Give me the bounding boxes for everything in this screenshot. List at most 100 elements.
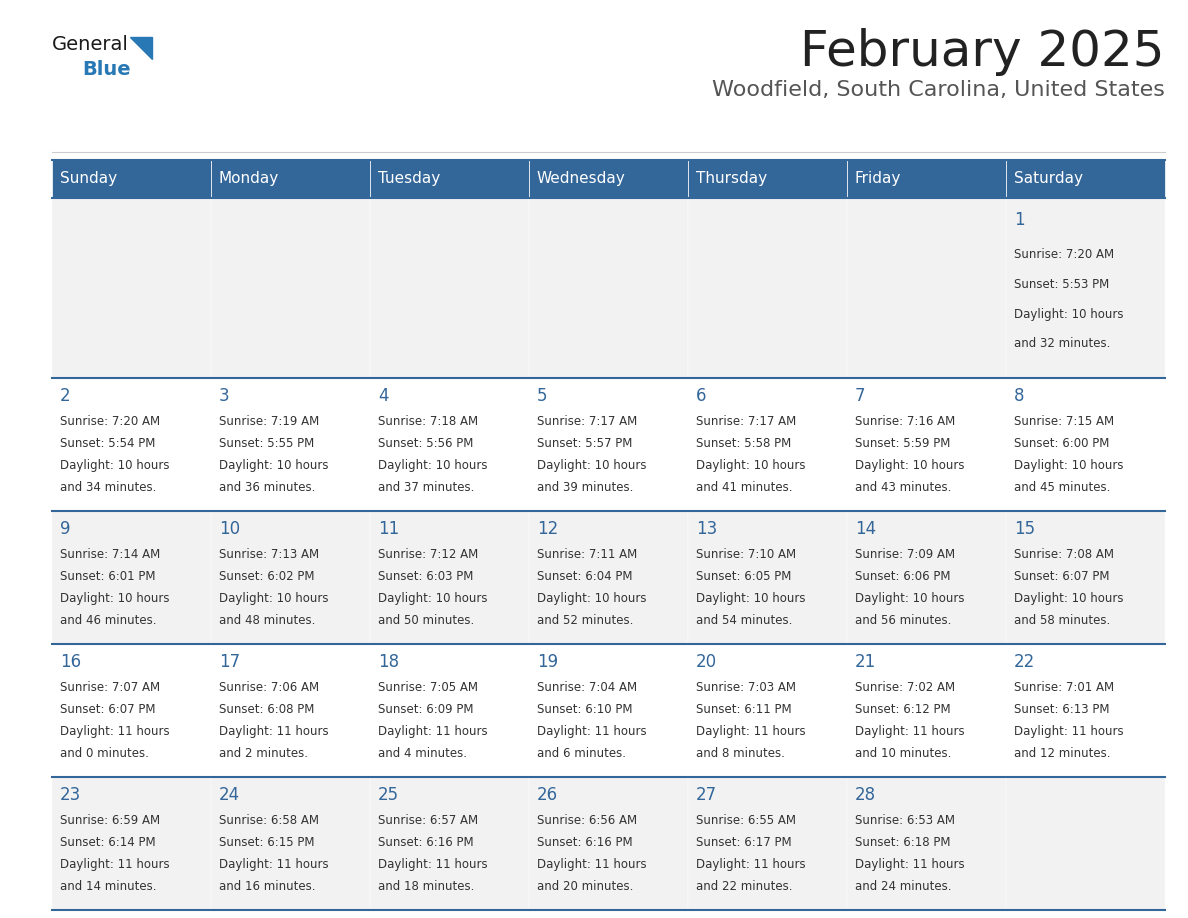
- Text: Sunrise: 7:18 AM: Sunrise: 7:18 AM: [378, 415, 478, 428]
- Bar: [529, 198, 688, 377]
- Polygon shape: [129, 37, 152, 59]
- Text: Sunrise: 6:59 AM: Sunrise: 6:59 AM: [59, 814, 160, 827]
- Text: and 34 minutes.: and 34 minutes.: [59, 481, 157, 494]
- Text: 24: 24: [219, 786, 240, 804]
- Text: Sunrise: 7:19 AM: Sunrise: 7:19 AM: [219, 415, 320, 428]
- Text: Sunset: 6:15 PM: Sunset: 6:15 PM: [219, 836, 315, 849]
- Bar: [847, 510, 1006, 644]
- Text: Sunrise: 6:57 AM: Sunrise: 6:57 AM: [378, 814, 478, 827]
- Text: and 10 minutes.: and 10 minutes.: [855, 747, 952, 760]
- Text: Sunset: 6:11 PM: Sunset: 6:11 PM: [696, 703, 791, 716]
- Text: 26: 26: [537, 786, 558, 804]
- Text: Sunset: 6:02 PM: Sunset: 6:02 PM: [219, 570, 315, 583]
- Bar: [847, 777, 1006, 910]
- Text: Sunday: Sunday: [59, 172, 118, 186]
- Bar: [369, 198, 529, 377]
- Text: Daylight: 10 hours: Daylight: 10 hours: [1013, 308, 1124, 320]
- Text: 20: 20: [696, 653, 718, 671]
- Text: Daylight: 10 hours: Daylight: 10 hours: [696, 459, 805, 472]
- Text: Sunset: 5:55 PM: Sunset: 5:55 PM: [219, 437, 314, 450]
- Text: and 2 minutes.: and 2 minutes.: [219, 747, 308, 760]
- Text: Sunrise: 7:03 AM: Sunrise: 7:03 AM: [696, 681, 796, 694]
- Text: Sunset: 6:10 PM: Sunset: 6:10 PM: [537, 703, 632, 716]
- Text: 23: 23: [59, 786, 81, 804]
- Text: 8: 8: [1013, 387, 1024, 405]
- Text: and 46 minutes.: and 46 minutes.: [59, 614, 157, 627]
- Text: Sunset: 6:09 PM: Sunset: 6:09 PM: [378, 703, 474, 716]
- Text: Blue: Blue: [82, 60, 131, 79]
- Text: and 50 minutes.: and 50 minutes.: [378, 614, 474, 627]
- Text: Daylight: 11 hours: Daylight: 11 hours: [696, 725, 805, 738]
- Bar: [529, 510, 688, 644]
- Text: Sunrise: 7:01 AM: Sunrise: 7:01 AM: [1013, 681, 1114, 694]
- Text: 16: 16: [59, 653, 81, 671]
- Text: Daylight: 11 hours: Daylight: 11 hours: [219, 858, 329, 871]
- Text: Sunset: 6:12 PM: Sunset: 6:12 PM: [855, 703, 950, 716]
- Text: and 12 minutes.: and 12 minutes.: [1013, 747, 1111, 760]
- Bar: [1006, 777, 1165, 910]
- Text: Sunrise: 7:02 AM: Sunrise: 7:02 AM: [855, 681, 955, 694]
- Bar: [211, 644, 369, 777]
- Text: Sunrise: 7:13 AM: Sunrise: 7:13 AM: [219, 548, 320, 561]
- Text: and 41 minutes.: and 41 minutes.: [696, 481, 792, 494]
- Text: and 36 minutes.: and 36 minutes.: [219, 481, 315, 494]
- Text: Daylight: 10 hours: Daylight: 10 hours: [59, 459, 170, 472]
- Text: and 20 minutes.: and 20 minutes.: [537, 880, 633, 893]
- Text: Daylight: 10 hours: Daylight: 10 hours: [378, 459, 487, 472]
- Text: Sunset: 6:18 PM: Sunset: 6:18 PM: [855, 836, 950, 849]
- Bar: [847, 160, 1006, 198]
- Bar: [688, 510, 847, 644]
- Text: Sunset: 6:14 PM: Sunset: 6:14 PM: [59, 836, 156, 849]
- Bar: [1006, 510, 1165, 644]
- Text: 1: 1: [1013, 210, 1024, 229]
- Text: Sunset: 5:56 PM: Sunset: 5:56 PM: [378, 437, 473, 450]
- Text: Sunrise: 7:09 AM: Sunrise: 7:09 AM: [855, 548, 955, 561]
- Bar: [211, 377, 369, 510]
- Text: 3: 3: [219, 387, 229, 405]
- Text: Sunset: 6:16 PM: Sunset: 6:16 PM: [537, 836, 632, 849]
- Text: Daylight: 10 hours: Daylight: 10 hours: [378, 592, 487, 605]
- Text: 19: 19: [537, 653, 558, 671]
- Text: Sunrise: 7:14 AM: Sunrise: 7:14 AM: [59, 548, 160, 561]
- Bar: [529, 777, 688, 910]
- Text: Sunset: 6:00 PM: Sunset: 6:00 PM: [1013, 437, 1110, 450]
- Text: 7: 7: [855, 387, 865, 405]
- Text: 13: 13: [696, 521, 718, 538]
- Text: 11: 11: [378, 521, 399, 538]
- Bar: [688, 377, 847, 510]
- Bar: [1006, 377, 1165, 510]
- Text: Daylight: 11 hours: Daylight: 11 hours: [378, 858, 487, 871]
- Text: Sunrise: 7:07 AM: Sunrise: 7:07 AM: [59, 681, 160, 694]
- Text: Daylight: 10 hours: Daylight: 10 hours: [855, 592, 965, 605]
- Text: and 56 minutes.: and 56 minutes.: [855, 614, 952, 627]
- Text: and 14 minutes.: and 14 minutes.: [59, 880, 157, 893]
- Text: and 0 minutes.: and 0 minutes.: [59, 747, 148, 760]
- Text: Sunset: 6:13 PM: Sunset: 6:13 PM: [1013, 703, 1110, 716]
- Text: Sunrise: 7:17 AM: Sunrise: 7:17 AM: [537, 415, 637, 428]
- Text: 6: 6: [696, 387, 707, 405]
- Text: 28: 28: [855, 786, 876, 804]
- Text: Daylight: 10 hours: Daylight: 10 hours: [855, 459, 965, 472]
- Text: Sunset: 6:07 PM: Sunset: 6:07 PM: [1013, 570, 1110, 583]
- Bar: [211, 160, 369, 198]
- Text: Sunset: 5:57 PM: Sunset: 5:57 PM: [537, 437, 632, 450]
- Text: 27: 27: [696, 786, 718, 804]
- Text: Daylight: 11 hours: Daylight: 11 hours: [1013, 725, 1124, 738]
- Text: and 24 minutes.: and 24 minutes.: [855, 880, 952, 893]
- Text: 18: 18: [378, 653, 399, 671]
- Text: 5: 5: [537, 387, 548, 405]
- Text: Friday: Friday: [855, 172, 902, 186]
- Text: Sunset: 6:05 PM: Sunset: 6:05 PM: [696, 570, 791, 583]
- Text: Sunrise: 7:04 AM: Sunrise: 7:04 AM: [537, 681, 637, 694]
- Bar: [369, 644, 529, 777]
- Text: General: General: [52, 35, 128, 54]
- Text: Sunrise: 7:15 AM: Sunrise: 7:15 AM: [1013, 415, 1114, 428]
- Bar: [847, 377, 1006, 510]
- Text: Sunset: 5:59 PM: Sunset: 5:59 PM: [855, 437, 950, 450]
- Text: Sunset: 6:01 PM: Sunset: 6:01 PM: [59, 570, 156, 583]
- Text: Sunrise: 7:16 AM: Sunrise: 7:16 AM: [855, 415, 955, 428]
- Text: and 18 minutes.: and 18 minutes.: [378, 880, 474, 893]
- Text: and 58 minutes.: and 58 minutes.: [1013, 614, 1111, 627]
- Text: Sunset: 5:54 PM: Sunset: 5:54 PM: [59, 437, 156, 450]
- Bar: [688, 160, 847, 198]
